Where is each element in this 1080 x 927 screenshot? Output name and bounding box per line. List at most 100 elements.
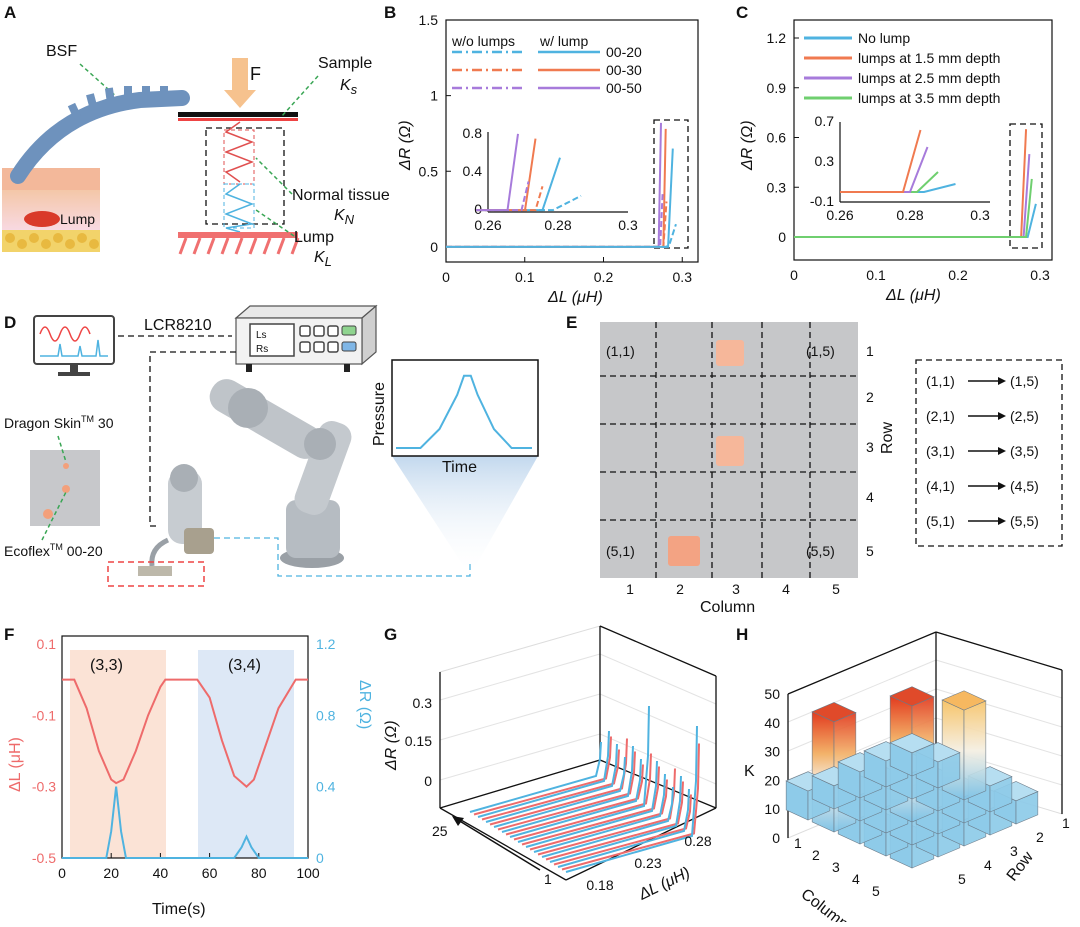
h-bar-top [941, 690, 987, 711]
g-series-line [549, 775, 682, 863]
scan-to: (5,5) [1010, 513, 1039, 529]
panel-h-row-label: Row [1004, 848, 1037, 884]
h-col-tick: 4 [852, 871, 860, 887]
g-xtick: 0.23 [634, 855, 661, 871]
panel-h-label: H [736, 625, 748, 644]
g-series-line [469, 741, 602, 813]
e-col-tick: 3 [732, 581, 740, 597]
monitor-red-trace [39, 326, 91, 342]
c-inset-xtick: 0.28 [896, 207, 923, 223]
c-legend-label: lumps at 3.5 mm depth [858, 90, 1000, 106]
base-plate [178, 232, 298, 238]
scan-from: (3,1) [926, 443, 955, 459]
g-ztick: 0 [424, 773, 432, 789]
region-3-3-label: (3,3) [90, 657, 123, 674]
h-bar-face-right [963, 700, 987, 801]
panel-b-xlabel: ΔL (μH) [547, 289, 603, 306]
panel-e-label: E [566, 313, 577, 332]
bsf-fingers [67, 86, 168, 119]
e-row-tick: 2 [866, 389, 874, 405]
c-ytick-label: 0.9 [767, 80, 787, 96]
f-right-ytick: 0.4 [316, 779, 336, 795]
lump-shape [24, 211, 60, 227]
b-inset-ytick: 0.4 [463, 163, 483, 179]
scan-to: (1,5) [1010, 373, 1039, 389]
panel-f-label: F [4, 625, 14, 644]
b-inset-line [476, 181, 530, 212]
h-ztick: 50 [764, 686, 780, 702]
panel-a-label: A [4, 3, 16, 22]
panel-g-label: G [384, 625, 397, 644]
e-col-tick: 4 [782, 581, 790, 597]
e-col-tick: 1 [626, 581, 634, 597]
g-xtick: 0.28 [684, 833, 711, 849]
spring-box [205, 127, 285, 225]
lcr-rs: Rs [256, 344, 268, 355]
b-xtick-label: 0 [442, 269, 450, 285]
corner-1-5: (1,5) [806, 343, 835, 359]
legend-w-lump: w/ lump [539, 33, 588, 49]
c-inset-line [840, 129, 922, 193]
b-series-line [446, 223, 677, 248]
robot-arm [138, 379, 352, 576]
c-legend-label: No lump [858, 30, 910, 46]
h-row-tick: 2 [1036, 829, 1044, 845]
lump-3-3 [716, 436, 744, 466]
monitor-blue-trace [40, 339, 108, 357]
index-arrow [457, 819, 541, 871]
lump-model-label: Lump [294, 229, 334, 246]
f-xtick-label: 20 [103, 865, 119, 881]
g-series-line [509, 758, 642, 838]
lump-1-3 [716, 340, 744, 366]
panel-b: B 0 0.1 0.2 0.3 0 0.5 1 1.5 ΔR (Ω) ΔL (μH) w/o … [384, 3, 699, 306]
panel-b-axes [445, 19, 699, 263]
ks-label: Ks [340, 77, 358, 97]
h-col-tick: 5 [872, 883, 880, 899]
c-legend-label: lumps at 2.5 mm depth [858, 70, 1000, 86]
signal-line [214, 537, 471, 577]
pressure-label: Pressure [371, 382, 388, 446]
e-col-tick: 5 [832, 581, 840, 597]
g-series-line [493, 756, 626, 828]
row-axis-label: Row [879, 422, 896, 454]
g-series-line [529, 779, 668, 851]
bsf-sensor [10, 90, 190, 184]
legend-wo-lumps: w/o lumps [451, 33, 515, 49]
g-series-line [541, 786, 674, 858]
c-inset-ytick: 0.3 [815, 153, 835, 169]
f-left-ytick: -0.3 [32, 779, 56, 795]
f-left-ytick: -0.5 [32, 850, 56, 866]
f-xtick-label: 0 [58, 865, 66, 881]
corner-1-1: (1,1) [606, 343, 635, 359]
g-series-line [477, 730, 610, 818]
c-xtick-label: 0.3 [1030, 267, 1050, 283]
c-xtick-label: 0.2 [948, 267, 968, 283]
kl-label: KL [314, 249, 332, 269]
c-inset-line [840, 171, 939, 193]
f-xtick-label: 60 [202, 865, 218, 881]
normal-tissue-label: Normal tissue [292, 187, 390, 204]
scan-from: (5,1) [926, 513, 955, 529]
b-ytick-label: 0.5 [419, 163, 439, 179]
scan-order-box [915, 359, 1063, 547]
c-series-line [794, 178, 1033, 238]
delta-l-trace [62, 678, 308, 789]
b-xtick-label: 0.1 [515, 269, 535, 285]
f-right-ytick: 1.2 [316, 636, 336, 652]
panel-b-label: B [384, 3, 396, 22]
panel-e: E (1,1) (1,5) (5,1) (5,5) 1 2 3 4 5 1 2 3 4 5 Ro… [566, 313, 1063, 616]
c-inset-ytick: -0.1 [810, 193, 834, 209]
g-series-line [565, 725, 698, 873]
g-series-line [473, 736, 612, 816]
panel-a: A BSF Lump F [2, 3, 390, 269]
panel-c-xlabel: ΔL (μH) [885, 287, 941, 304]
pressure-trace [396, 374, 532, 449]
scan-to: (3,5) [1010, 443, 1039, 459]
region-3-4-label: (3,4) [228, 657, 261, 674]
c-ytick-label: 1.2 [767, 30, 787, 46]
g-series-line [481, 749, 620, 821]
ecoflex-label: EcoflexTM 00-20 [4, 542, 103, 559]
corner-5-5: (5,5) [806, 543, 835, 559]
lcr-buttons [299, 325, 339, 353]
